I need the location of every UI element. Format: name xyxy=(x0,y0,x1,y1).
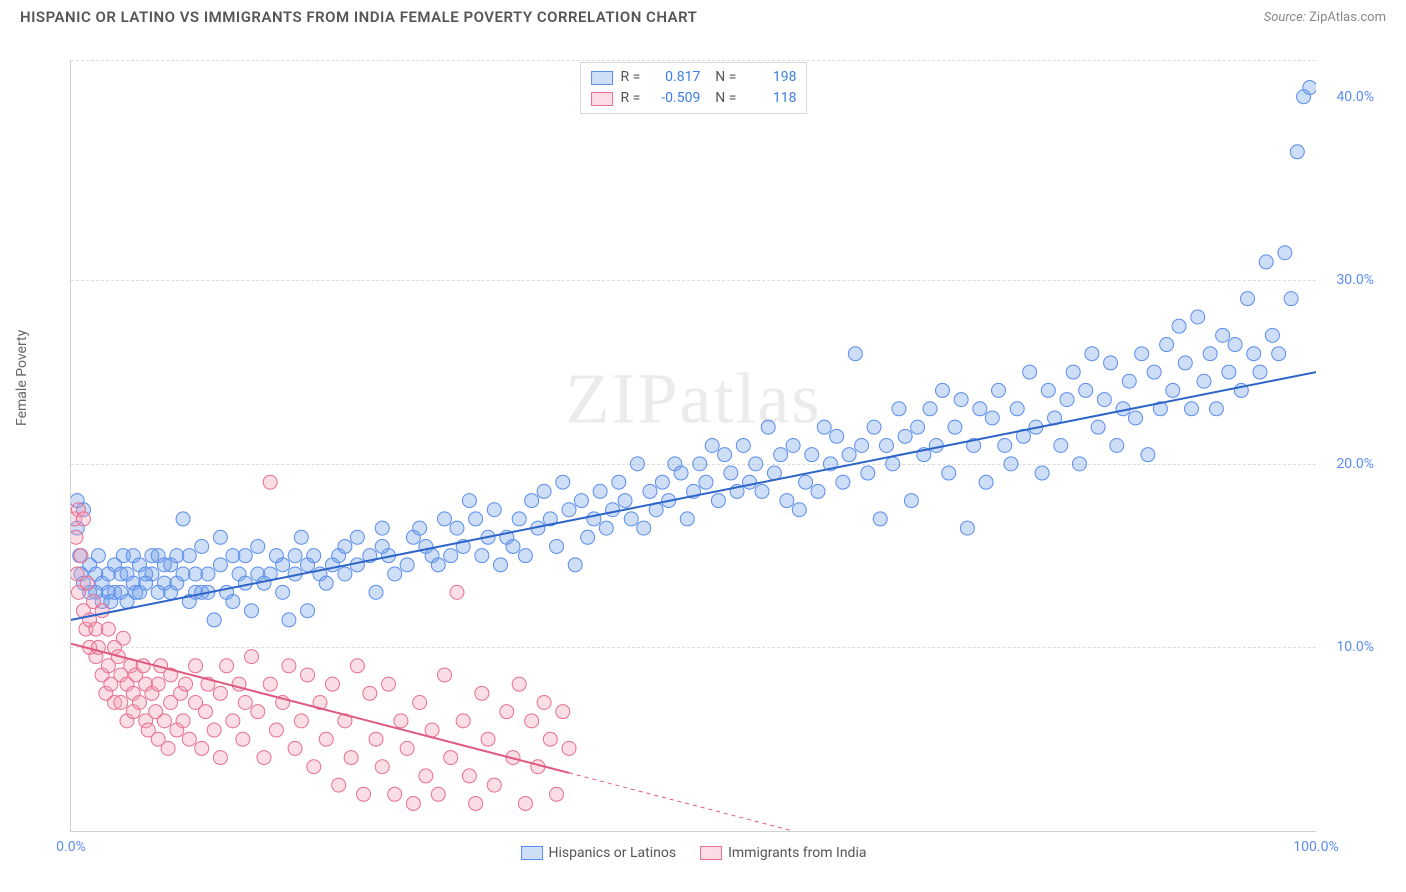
legend-r-label: R = xyxy=(621,67,641,88)
legend-row: R = -0.509 N = 118 xyxy=(591,88,797,109)
y-tick-label: 10.0% xyxy=(1336,639,1374,655)
correlation-legend: R = 0.817 N = 198 R = -0.509 N = 118 xyxy=(580,62,808,114)
series-legend: Hispanics or Latinos Immigrants from Indi… xyxy=(521,845,867,861)
y-tick-label: 20.0% xyxy=(1336,456,1374,472)
y-tick-label: 30.0% xyxy=(1336,272,1374,288)
legend-series-name: Immigrants from India xyxy=(728,845,866,861)
chart-container: Female Poverty R =0.817 N =198R =-0.509 … xyxy=(20,40,1386,872)
legend-swatch xyxy=(591,92,613,106)
legend-item: Hispanics or Latinos xyxy=(521,845,677,861)
y-axis-label: Female Poverty xyxy=(14,330,30,426)
legend-r-label: R = xyxy=(621,88,641,109)
x-tick-label: 0.0% xyxy=(56,839,86,855)
source-label: Source: xyxy=(1264,10,1306,25)
trend-lines-layer xyxy=(71,60,1316,831)
plot-area: R =0.817 N =198R =-0.509 N =118 ZIPatlas… xyxy=(70,60,1316,832)
trend-line-dashed xyxy=(569,773,793,831)
legend-n-label: N = xyxy=(708,67,736,88)
legend-swatch xyxy=(521,846,543,860)
legend-n-label: N = xyxy=(708,88,736,109)
trend-line xyxy=(71,372,1316,620)
legend-row: R = 0.817 N = 198 xyxy=(591,67,797,88)
y-tick-label: 40.0% xyxy=(1336,89,1374,105)
chart-title: HISPANIC OR LATINO VS IMMIGRANTS FROM IN… xyxy=(20,8,697,26)
legend-r-value: -0.509 xyxy=(648,88,700,109)
legend-item: Immigrants from India xyxy=(700,845,866,861)
legend-swatch xyxy=(591,71,613,85)
trend-line xyxy=(71,644,569,773)
legend-series-name: Hispanics or Latinos xyxy=(549,845,677,861)
legend-n-value: 198 xyxy=(744,67,796,88)
legend-swatch xyxy=(700,846,722,860)
source-attribution: Source: ZipAtlas.com xyxy=(1264,10,1386,25)
legend-r-value: 0.817 xyxy=(648,67,700,88)
legend-n-value: 118 xyxy=(744,88,796,109)
source-value: ZipAtlas.com xyxy=(1309,10,1386,25)
x-tick-label: 100.0% xyxy=(1293,839,1338,855)
